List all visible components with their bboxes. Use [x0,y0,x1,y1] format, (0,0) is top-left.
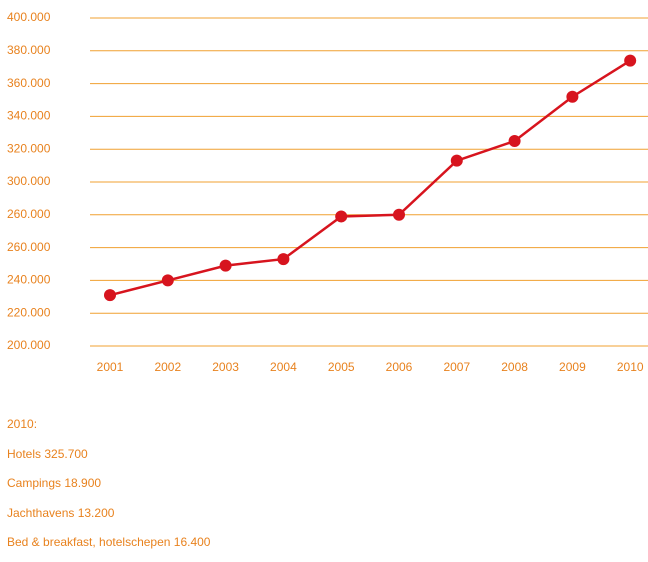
y-tick-label: 240.000 [7,273,51,287]
data-point [335,210,348,223]
note: Jachthavens 13.200 [7,505,115,520]
x-tick-label: 2004 [270,360,297,374]
y-tick-label: 200.000 [7,338,51,352]
x-tick-label: 2006 [386,360,413,374]
x-tick-label: 2002 [154,360,181,374]
chart: 200.000 220.000 240.000 260.000 260.000 300.0… [7,10,648,374]
data-point [161,274,174,287]
data-point [450,154,463,167]
y-tick-label: 320.000 [7,141,51,155]
x-tick-label: 2003 [212,360,239,374]
x-tick-label: 2008 [501,360,528,374]
y-tick-label: 260.000 [7,240,51,254]
data-point [508,135,521,147]
notes: 2010: Hotels 325.700 Campings 18.900 Jachth… [7,414,210,562]
data-point [104,289,116,302]
data-point [219,259,232,272]
x-tick-label: 2009 [559,360,586,374]
data-point [277,253,290,266]
page: {"chart_data": {"type": "line", "categor… [7,10,648,549]
y-tick-label: 400.000 [7,10,51,24]
note: Hotels 325.700 [7,446,88,461]
y-tick-label: 340.000 [7,109,51,123]
x-tick-label: 2005 [328,360,355,374]
y-tick-label: 220.000 [7,305,51,319]
data-line [109,59,631,297]
data-point [624,54,637,67]
note: 2010: [7,417,38,431]
x-tick-label: 2001 [97,360,124,374]
note: Bed & breakfast, hotelschepen 16.400 [7,535,211,549]
y-tick-label: 300.000 [7,174,51,188]
y-tick-label: 260.000 [7,207,51,221]
y-tick-label: 360.000 [7,76,51,90]
data-point [393,208,405,221]
note: Campings 18.900 [7,476,102,490]
x-tick-label: 2007 [443,360,470,374]
data-point [566,90,579,103]
x-tick-label: 2010 [617,360,644,374]
y-tick-label: 380.000 [7,43,51,57]
